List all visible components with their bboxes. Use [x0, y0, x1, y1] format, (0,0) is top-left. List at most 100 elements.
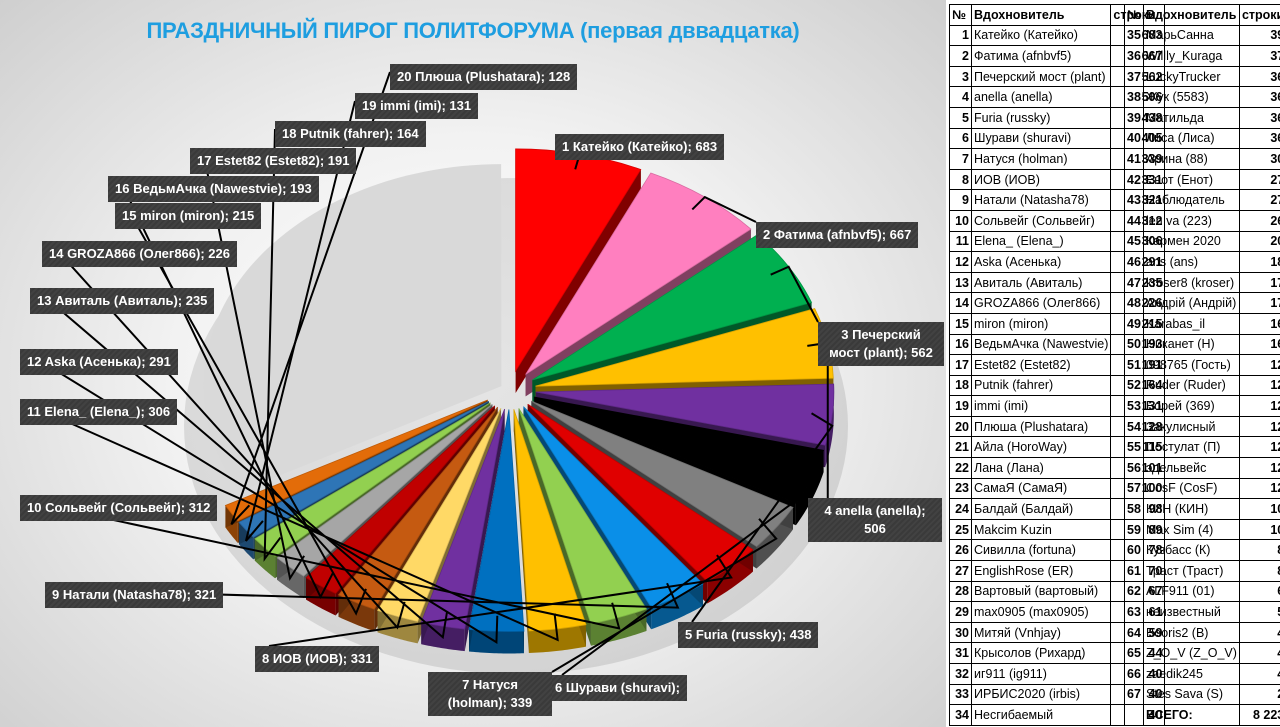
participant-name: Вартовый (вартовый)	[970, 580, 1112, 603]
rank-number: 13	[949, 271, 972, 294]
participant-name: Кузбасс (К)	[1142, 539, 1240, 562]
ranking-tables: № Вдохновитель строки 1 Катейко (Катейко)…	[949, 0, 1280, 727]
row-count: 36	[1238, 127, 1280, 150]
participant-name: Арина (88)	[1142, 148, 1240, 170]
rank-number: 19	[949, 395, 972, 417]
rank-number: 59	[1124, 518, 1144, 541]
participant-name: Енот (Енот)	[1142, 168, 1240, 191]
row-count: 10	[1238, 498, 1280, 520]
leader-line-9	[58, 582, 680, 609]
row-count: 2	[1238, 683, 1280, 706]
participant-name: Шурави (shuravi)	[970, 127, 1112, 150]
rank-number: 6	[949, 127, 972, 150]
participant-name: Сивилла (fortuna)	[970, 539, 1112, 562]
rank-number: 24	[949, 498, 972, 520]
rank-number: 47	[1124, 271, 1144, 294]
participant-name: 098765 (Гость)	[1142, 354, 1240, 376]
participant-name: Karabas_il	[1142, 312, 1240, 335]
row-count: 6	[1238, 580, 1280, 603]
rank-number: 1	[949, 24, 972, 47]
slice-label-4: 4 anella (anella); 506	[808, 498, 942, 542]
slice-label-16: 16 ВедьмАчка (Nawestvie); 193	[108, 176, 319, 202]
participant-name: Наблюдатель	[1142, 189, 1240, 211]
participant-name: zaedik245	[1142, 663, 1240, 685]
row-count: 4	[1238, 642, 1280, 664]
pie-slice-6	[534, 396, 825, 504]
row-count: 16	[1238, 312, 1280, 335]
row-count: 36	[1238, 65, 1280, 88]
rank-number: 48	[1124, 292, 1144, 314]
rank-number: 54	[1124, 415, 1144, 438]
rank-number: 60	[1124, 539, 1144, 562]
rank-number: 40	[1124, 127, 1144, 150]
participant-name: ВедьмАчка (Nawestvie)	[970, 333, 1112, 356]
row-count: 4	[1238, 663, 1280, 685]
participant-name: miron (miron)	[970, 312, 1112, 335]
row-count: 36	[1238, 106, 1280, 129]
participant-name: len va (223)	[1142, 209, 1240, 232]
rank-number: 63	[1124, 601, 1144, 623]
rank-number: 4	[949, 86, 972, 108]
leader-line-3	[770, 265, 819, 323]
total-spacer	[1124, 704, 1144, 726]
participant-name: Elena_ (Elena_)	[970, 230, 1112, 253]
rank-number: 28	[949, 580, 972, 603]
slice-label-5: 5 Furia (russky); 438	[678, 622, 819, 648]
table-row: 39Матильда36	[1124, 106, 1280, 129]
rank-number: 52	[1124, 374, 1144, 397]
table-row: 54Закулисный12	[1124, 415, 1280, 438]
slice-label-1: 1 Катейко (Катейко); 683	[555, 134, 725, 160]
rank-number: 43	[1124, 189, 1144, 211]
table-row: 63неизвестный5	[1124, 601, 1280, 623]
slice-label-19: 19 immi (imi); 131	[355, 93, 479, 119]
participant-name: Постулат (П)	[1142, 436, 1240, 459]
participant-name: Матильда	[1142, 106, 1240, 129]
rank-number: 53	[1124, 395, 1144, 417]
row-count: 12	[1238, 415, 1280, 438]
leader-line-20	[230, 71, 391, 525]
participant-name: Z_O_V (Z_O_V)	[1142, 642, 1240, 664]
rank-number: 66	[1124, 663, 1144, 685]
participant-name: неизвестный	[1142, 601, 1240, 623]
chart-title: ПРАЗДНИЧНЫЙ ПИРОГ ПОЛИТФОРУМА (первая дв…	[146, 18, 800, 43]
table-row: 66zaedik2454	[1124, 663, 1280, 685]
rank-number: 11	[949, 230, 972, 253]
participant-name: Натуся (holman)	[970, 148, 1112, 170]
row-count: 16	[1238, 333, 1280, 356]
row-count: 8	[1238, 539, 1280, 562]
leader-line-15	[128, 210, 367, 616]
pie-slice-13	[420, 408, 506, 630]
participant-name: Никанет (Н)	[1142, 333, 1240, 356]
rank-number: 35	[1124, 24, 1144, 47]
participant-name: GROZA866 (Олег866)	[970, 292, 1112, 314]
rank-number: 31	[949, 642, 972, 664]
slice-label-17: 17 Estet82 (Estet82); 191	[190, 148, 357, 174]
rank-number: 41	[1124, 148, 1144, 170]
rank-number: 29	[949, 601, 972, 623]
slice-label-8: 8 ИОВ (ИОВ); 331	[255, 646, 380, 672]
rank-number: 42	[1124, 168, 1144, 191]
leader-line-6	[561, 471, 814, 676]
participant-name: Андрій (Андрій)	[1142, 292, 1240, 314]
leader-line-11	[33, 406, 559, 642]
rank-number: 3	[949, 65, 972, 88]
row-count: 4	[1238, 621, 1280, 644]
participant-name: Закулисный	[1142, 415, 1240, 438]
participant-name: immi (imi)	[970, 395, 1112, 417]
participant-name: Кармен 2020	[1142, 230, 1240, 253]
row-count: 17	[1238, 271, 1280, 294]
